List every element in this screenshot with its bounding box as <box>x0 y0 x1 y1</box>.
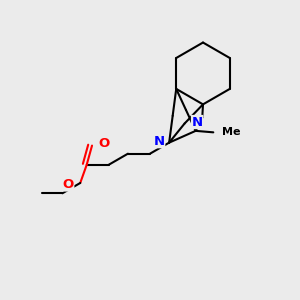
Text: O: O <box>62 178 74 191</box>
Text: N: N <box>154 135 165 148</box>
Text: N: N <box>191 116 203 128</box>
Text: Me: Me <box>221 127 240 137</box>
Text: O: O <box>98 137 110 150</box>
